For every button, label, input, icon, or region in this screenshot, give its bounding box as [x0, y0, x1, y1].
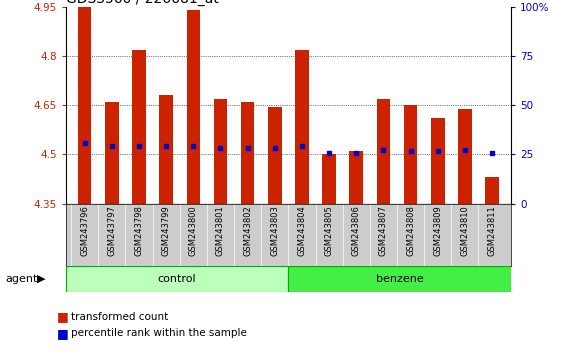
Bar — [404, 105, 417, 204]
Bar — [241, 102, 255, 204]
Bar — [458, 109, 472, 204]
Text: GSM243799: GSM243799 — [162, 205, 171, 256]
Text: GSM243796: GSM243796 — [80, 205, 89, 256]
Text: GSM243808: GSM243808 — [406, 205, 415, 256]
Text: GSM243802: GSM243802 — [243, 205, 252, 256]
Text: GSM243811: GSM243811 — [488, 205, 497, 256]
Bar — [132, 50, 146, 204]
Text: GSM243800: GSM243800 — [189, 205, 198, 256]
Text: GSM243810: GSM243810 — [460, 205, 469, 256]
Bar — [66, 266, 288, 292]
Bar — [105, 102, 119, 204]
Bar — [214, 99, 227, 204]
Text: control: control — [158, 274, 196, 284]
Text: GSM243809: GSM243809 — [433, 205, 442, 256]
Text: GSM243797: GSM243797 — [107, 205, 116, 256]
Bar — [377, 99, 390, 204]
Bar — [485, 177, 499, 204]
Text: benzene: benzene — [376, 274, 424, 284]
Text: GSM243806: GSM243806 — [352, 205, 361, 256]
Text: ■: ■ — [57, 310, 69, 323]
Text: GSM243805: GSM243805 — [324, 205, 333, 256]
Text: ■: ■ — [57, 327, 69, 340]
Text: transformed count: transformed count — [71, 312, 168, 322]
Bar — [159, 96, 173, 204]
Bar — [187, 10, 200, 204]
Text: GDS3560 / 226681_at: GDS3560 / 226681_at — [66, 0, 219, 6]
Bar — [322, 154, 336, 204]
Text: ▶: ▶ — [37, 274, 46, 284]
Bar — [431, 118, 444, 204]
Text: GSM243803: GSM243803 — [270, 205, 279, 256]
Bar — [295, 50, 309, 204]
Text: GSM243798: GSM243798 — [135, 205, 143, 256]
Text: percentile rank within the sample: percentile rank within the sample — [71, 329, 247, 338]
Text: GSM243807: GSM243807 — [379, 205, 388, 256]
Bar — [268, 107, 282, 204]
Bar — [349, 151, 363, 204]
Text: GSM243801: GSM243801 — [216, 205, 225, 256]
Bar — [288, 266, 511, 292]
Text: agent: agent — [6, 274, 38, 284]
Bar — [78, 7, 91, 204]
Text: GSM243804: GSM243804 — [297, 205, 307, 256]
